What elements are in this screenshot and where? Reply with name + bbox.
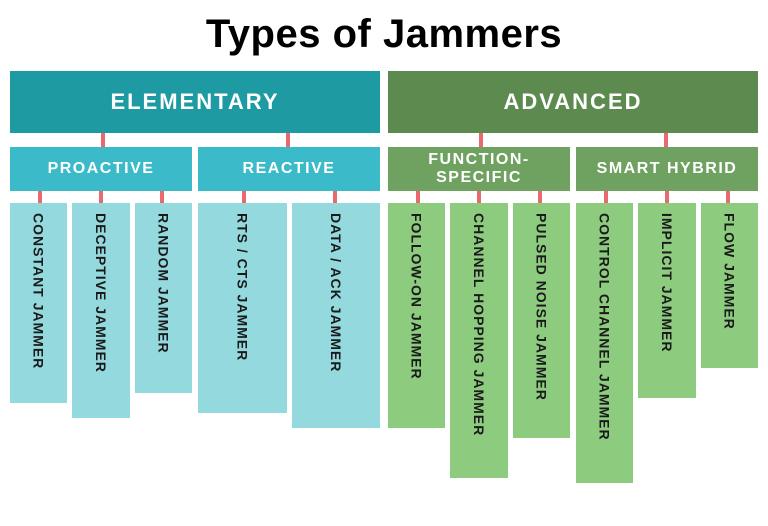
conn-group-proactive [10, 191, 192, 203]
connector-line [99, 191, 103, 203]
leaf-node: CONTROL CHANNEL JAMMER [576, 203, 633, 483]
connector-line [333, 191, 337, 203]
leaf-node: DATA / ACK JAMMER [292, 203, 381, 428]
connector-line [604, 191, 608, 203]
connectors-l1-l2 [0, 133, 768, 147]
leaf-node: DECEPTIVE JAMMER [72, 203, 129, 418]
connector-line [101, 133, 105, 147]
leaves-proactive: CONSTANT JAMMERDECEPTIVE JAMMERRANDOM JA… [10, 203, 192, 483]
conn-group-function-specific [388, 191, 570, 203]
leaves-row: CONSTANT JAMMERDECEPTIVE JAMMERRANDOM JA… [0, 203, 768, 483]
leaf-node: FOLLOW-ON JAMMER [388, 203, 445, 428]
leaf-node: CHANNEL HOPPING JAMMER [450, 203, 507, 478]
connector-line [242, 191, 246, 203]
connector-line [477, 191, 481, 203]
connector-line [286, 133, 290, 147]
node-proactive: PROACTIVE [10, 147, 192, 191]
connector-line [664, 133, 668, 147]
leaf-node: RANDOM JAMMER [135, 203, 192, 393]
connector-line [416, 191, 420, 203]
leaf-node: PULSED NOISE JAMMER [513, 203, 570, 438]
connector-line [160, 191, 164, 203]
leaf-node: RTS / CTS JAMMER [198, 203, 287, 413]
branch-advanced: ADVANCED [388, 71, 758, 133]
connectors-l2-leaves [0, 191, 768, 203]
connector-line [38, 191, 42, 203]
leaves-reactive: RTS / CTS JAMMERDATA / ACK JAMMER [198, 203, 380, 483]
node-smart-hybrid: SMART HYBRID [576, 147, 758, 191]
leaves-function-specific: FOLLOW-ON JAMMERCHANNEL HOPPING JAMMERPU… [388, 203, 570, 483]
conn-group-reactive [198, 191, 380, 203]
leaf-node: CONSTANT JAMMER [10, 203, 67, 403]
node-function-specific: FUNCTION-SPECIFIC [388, 147, 570, 191]
connector-line [726, 191, 730, 203]
connector-line [479, 133, 483, 147]
branch-elementary: ELEMENTARY [10, 71, 380, 133]
diagram-title: Types of Jammers [0, 0, 768, 71]
leaf-node: IMPLICIT JAMMER [638, 203, 695, 398]
leaves-smart-hybrid: CONTROL CHANNEL JAMMERIMPLICIT JAMMERFLO… [576, 203, 758, 483]
level2-row: PROACTIVE REACTIVE FUNCTION-SPECIFIC SMA… [0, 147, 768, 191]
node-reactive: REACTIVE [198, 147, 380, 191]
conn-group-smart-hybrid [576, 191, 758, 203]
connector-line [538, 191, 542, 203]
level1-row: ELEMENTARY ADVANCED [0, 71, 768, 133]
leaf-node: FLOW JAMMER [701, 203, 758, 368]
connector-line [665, 191, 669, 203]
